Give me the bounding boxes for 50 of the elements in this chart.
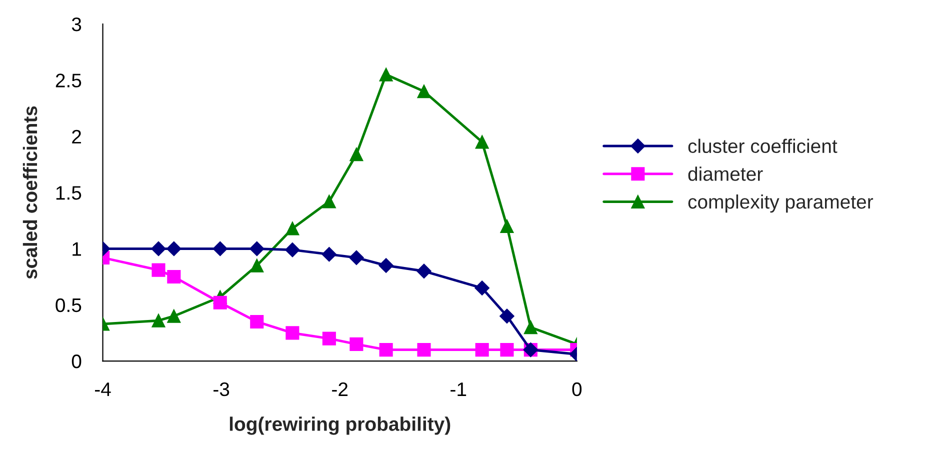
y-tick-label: 1.5 bbox=[56, 186, 82, 200]
y-tick-label: 0.5 bbox=[56, 298, 82, 312]
point bbox=[249, 241, 264, 256]
point bbox=[322, 332, 336, 346]
y-tick-label: 3 bbox=[72, 17, 82, 32]
point bbox=[416, 264, 432, 279]
point bbox=[500, 219, 514, 233]
point bbox=[378, 258, 394, 273]
x-axis-title: log(rewiring probability) bbox=[230, 416, 450, 435]
point bbox=[286, 326, 300, 340]
x-tick-label: 0 bbox=[572, 382, 582, 396]
legend-label: cluster coefficient bbox=[688, 138, 838, 154]
point bbox=[152, 263, 166, 277]
point bbox=[213, 296, 227, 310]
point bbox=[322, 246, 337, 262]
y-tick-label: 2.5 bbox=[56, 74, 82, 88]
point bbox=[166, 241, 182, 256]
y-tick-label: 2 bbox=[72, 130, 81, 144]
point bbox=[167, 309, 181, 323]
point bbox=[349, 250, 364, 266]
point bbox=[417, 84, 431, 98]
point bbox=[350, 337, 364, 351]
point bbox=[285, 242, 300, 258]
y-tick-label: 0 bbox=[72, 354, 82, 368]
point bbox=[212, 241, 228, 256]
point bbox=[286, 222, 300, 236]
x-tick-label: -2 bbox=[332, 382, 348, 396]
point bbox=[151, 241, 166, 256]
y-axis-title: scaled coefficients bbox=[22, 106, 38, 279]
point bbox=[322, 194, 336, 208]
y-tick-label: 1 bbox=[72, 242, 82, 256]
legend-label: complexity parameter bbox=[688, 194, 874, 213]
point bbox=[379, 68, 393, 82]
x-tick-label: -3 bbox=[214, 382, 230, 396]
x-tick-label: -1 bbox=[450, 382, 466, 396]
point bbox=[417, 343, 431, 357]
point bbox=[167, 270, 181, 284]
point bbox=[250, 314, 264, 328]
x-tick-label: -4 bbox=[95, 382, 111, 396]
point bbox=[524, 320, 538, 334]
point bbox=[500, 343, 514, 357]
point bbox=[500, 308, 514, 324]
point bbox=[250, 258, 264, 272]
point bbox=[475, 135, 489, 149]
legend-label: diameter bbox=[688, 166, 763, 181]
point bbox=[152, 314, 166, 328]
point bbox=[379, 343, 393, 357]
point bbox=[350, 148, 364, 162]
point bbox=[474, 280, 490, 296]
point bbox=[475, 343, 489, 357]
